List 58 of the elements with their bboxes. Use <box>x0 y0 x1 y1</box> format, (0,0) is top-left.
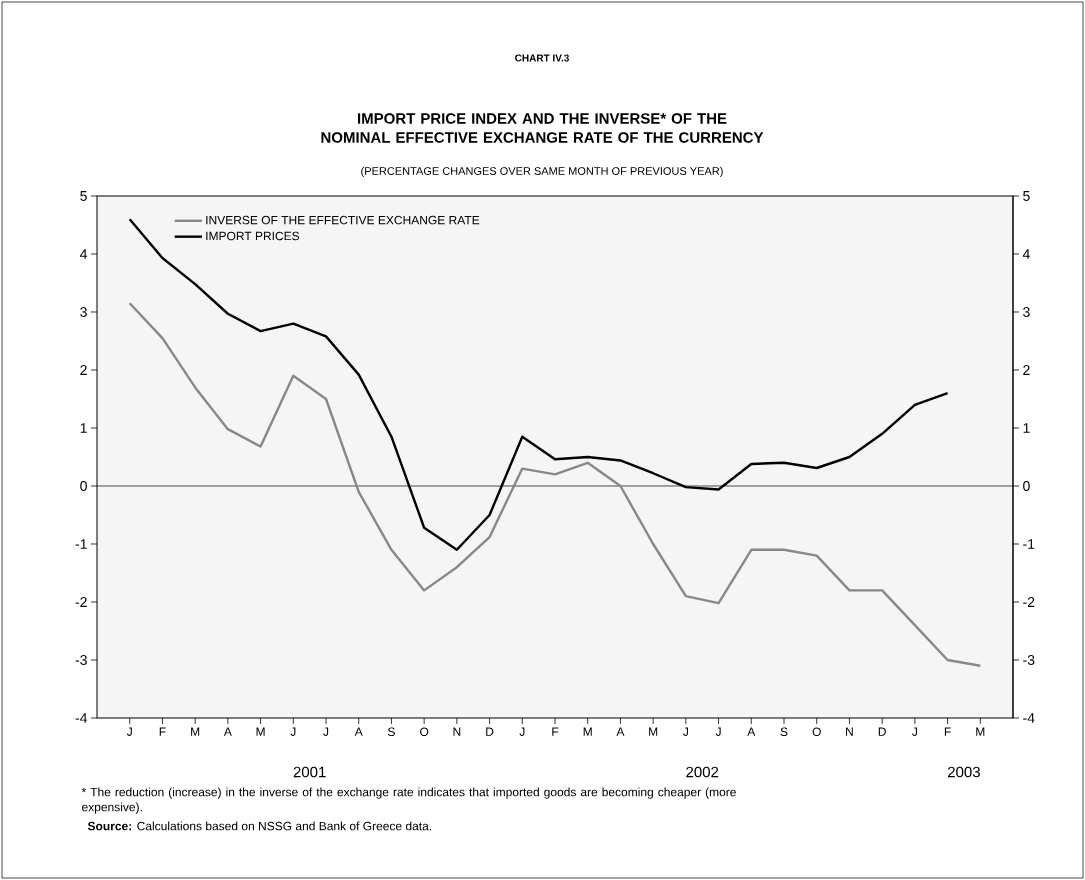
y2-tick-label: 0 <box>1023 481 1030 491</box>
x-tick-label: J <box>323 727 329 736</box>
x-tick-label: J <box>126 727 132 736</box>
x-tick-label: M <box>976 727 985 736</box>
x-tick-label: F <box>159 727 166 736</box>
y-tick-label: 4 <box>80 249 88 259</box>
y2-tick-label: -4 <box>1023 713 1035 723</box>
y2-tick-label: 3 <box>1023 307 1030 317</box>
text: 2003 <box>948 766 980 778</box>
y-tick-label: 0 <box>80 481 87 491</box>
y-tick-label: 2 <box>80 365 87 375</box>
x-tick-label: A <box>616 727 625 736</box>
x-tick-label: N <box>846 727 853 736</box>
y-tick-label: 3 <box>80 307 87 317</box>
x-tick-label: F <box>944 727 951 736</box>
y2-tick-label: 2 <box>1023 365 1030 375</box>
x-tick-label: M <box>649 727 658 736</box>
x-tick-label: J <box>519 727 525 736</box>
y2-tick-label: 4 <box>1022 249 1030 259</box>
x-tick-label: D <box>878 727 886 736</box>
x-tick-label: O <box>420 727 429 737</box>
x-tick-label: J <box>683 727 688 736</box>
y-tick-label: -1 <box>75 539 87 549</box>
y-tick-label: -3 <box>75 655 87 665</box>
x-tick-label: M <box>256 727 265 736</box>
text: 2002 <box>686 766 719 778</box>
x-tick-label: S <box>780 727 788 737</box>
x-tick-label: A <box>223 727 232 736</box>
x-tick-label: D <box>486 727 494 736</box>
x-tick-label: F <box>552 727 559 736</box>
chart-subtitle: (PERCENTAGE CHANGES OVER SAME MONTH OF PREVIOUS YEAR) <box>361 166 723 178</box>
y2-tick-label: -2 <box>1023 597 1035 607</box>
y2-tick-label: 5 <box>1023 191 1030 201</box>
x-tick-label: J <box>912 727 917 736</box>
x-tick-label: O <box>812 727 821 737</box>
chart-title: IMPORT PRICE INDEX AND THE INVERSE* OF THE NOMINAL EFFECTIVE EXCHANGE RATE OF THE CURRENCY <box>321 113 764 143</box>
x-tick-label: A <box>354 727 363 736</box>
x-tick-label: A <box>747 727 756 736</box>
y2-tick-label: -3 <box>1023 655 1035 665</box>
y2-tick-label: -1 <box>1023 539 1035 549</box>
x-tick-label: J <box>715 727 721 736</box>
line-series <box>128 302 982 667</box>
x-tick-label: S <box>387 727 395 737</box>
text: 2001 <box>293 766 326 778</box>
y-tick-label: 5 <box>80 191 87 201</box>
x-tick-label: J <box>290 727 296 736</box>
x-tick-label: N <box>453 727 461 736</box>
legend-label: IMPORT PRICES <box>206 231 300 241</box>
y2-tick-label: 1 <box>1023 423 1030 433</box>
y-tick-label: -2 <box>75 597 87 607</box>
text: CHART IV.3 <box>515 54 569 62</box>
legend-label: INVERSE OF THE EFFECTIVE EXCHANGE RATE <box>206 215 480 225</box>
y-tick-label: 1 <box>80 423 87 433</box>
x-tick-label: M <box>191 727 200 736</box>
text: * The reduction (increase) in the inverse of the exchange rate indicates that imported goods are becoming cheaper (more expensive). <box>81 787 736 814</box>
y-tick-label: -4 <box>75 713 88 723</box>
x-tick-label: M <box>583 727 592 736</box>
text: Source: Calculations based on NSSG and Bank of Greece data. <box>87 821 432 831</box>
